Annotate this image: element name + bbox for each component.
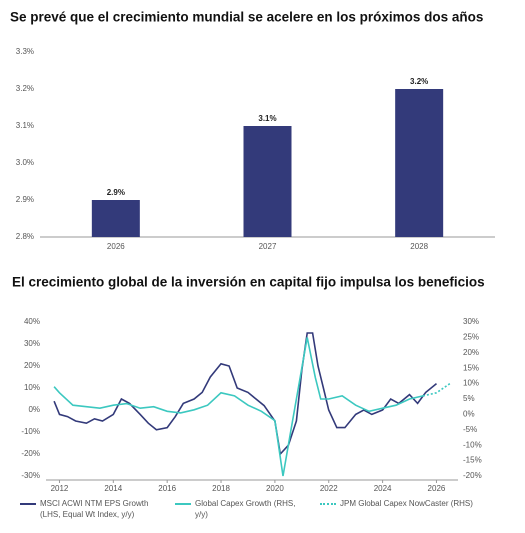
y2-tick-label: 20% <box>463 348 479 357</box>
x-tick-label: 2027 <box>259 242 277 251</box>
bar <box>395 89 444 237</box>
legend-item: MSCI ACWI NTM EPS Growth (LHS, Equal Wt … <box>20 498 170 520</box>
x-tick-label: 2020 <box>266 484 284 493</box>
y-tick-label: 40% <box>24 317 40 326</box>
bar <box>243 126 292 237</box>
legend-label: Global Capex Growth (RHS, y/y) <box>195 499 296 519</box>
y2-tick-label: 25% <box>463 333 479 342</box>
y-tick-label: 30% <box>24 339 40 348</box>
y2-tick-label: 15% <box>463 363 479 372</box>
y-tick-label: -30% <box>21 471 40 480</box>
y-tick-label: 0% <box>28 405 40 414</box>
y-tick-label: 3.2% <box>16 84 34 93</box>
legend-item: JPM Global Capex NowCaster (RHS) <box>320 498 510 509</box>
y2-tick-label: 0% <box>463 410 475 419</box>
x-tick-label: 2018 <box>212 484 230 493</box>
x-tick-label: 2024 <box>374 484 392 493</box>
y-tick-label: -20% <box>21 449 40 458</box>
legend-swatch <box>175 503 191 505</box>
x-tick-label: 2012 <box>51 484 69 493</box>
x-tick-label: 2026 <box>428 484 446 493</box>
y2-tick-label: 5% <box>463 394 475 403</box>
chart-title: El crecimiento global de la inversión en… <box>12 275 485 290</box>
y2-tick-label: -5% <box>463 425 477 434</box>
y-tick-label: 2.9% <box>16 195 34 204</box>
y-tick-label: 20% <box>24 361 40 370</box>
series-line <box>53 337 424 477</box>
value-label: 2.9% <box>107 188 125 197</box>
y-tick-label: 2.8% <box>16 232 34 241</box>
y2-tick-label: 10% <box>463 379 479 388</box>
y-tick-label: 10% <box>24 383 40 392</box>
legend-item: Global Capex Growth (RHS, y/y) <box>175 498 310 520</box>
y-tick-label: 3.3% <box>16 47 34 56</box>
y2-tick-label: -15% <box>463 456 482 465</box>
y-tick-label: -10% <box>21 427 40 436</box>
bar <box>91 200 140 237</box>
series-line <box>53 332 438 456</box>
legend-label: MSCI ACWI NTM EPS Growth (LHS, Equal Wt … <box>40 499 149 519</box>
y-tick-label: 3.0% <box>16 158 34 167</box>
x-tick-label: 2026 <box>107 242 125 251</box>
y2-tick-label: -10% <box>463 440 482 449</box>
series-line <box>422 382 451 397</box>
legend-label: JPM Global Capex NowCaster (RHS) <box>340 499 473 508</box>
y2-tick-label: -20% <box>463 471 482 480</box>
chart-title: Se prevé que el crecimiento mundial se a… <box>10 10 483 25</box>
value-label: 3.2% <box>410 77 428 86</box>
y2-tick-label: 30% <box>463 317 479 326</box>
value-label: 3.1% <box>258 114 276 123</box>
legend-swatch <box>320 503 336 505</box>
x-tick-label: 2016 <box>158 484 176 493</box>
x-tick-label: 2014 <box>104 484 122 493</box>
y-tick-label: 3.1% <box>16 121 34 130</box>
x-tick-label: 2022 <box>320 484 338 493</box>
legend-swatch <box>20 503 36 505</box>
x-tick-label: 2028 <box>410 242 428 251</box>
